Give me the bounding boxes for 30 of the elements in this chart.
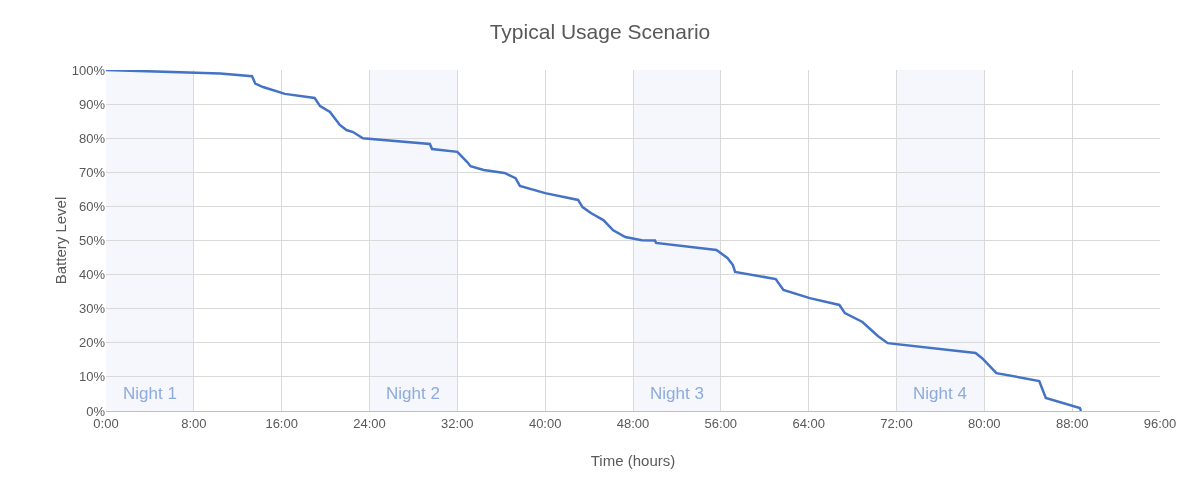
x-tick-label: 40:00 [528,415,562,431]
x-tick-label: 80:00 [968,415,1001,431]
y-tick-label: 50% [78,233,106,249]
x-tick-label: 8:00 [181,415,207,431]
band-label: Night 2 [386,384,440,403]
x-tick-label: 72:00 [880,415,913,431]
x-tick-label: 32:00 [441,415,474,431]
x-tick-label: 48:00 [616,415,650,431]
y-axis-title: Battery Level [52,196,69,285]
band-label: Night 1 [123,384,177,403]
y-tick-label: 10% [78,369,106,385]
band-label: Night 4 [913,384,967,403]
y-tick-label: 80% [78,130,106,146]
x-tick-label: 64:00 [792,415,825,431]
x-tick-label: 56:00 [704,415,738,431]
y-tick-label: 40% [78,267,106,283]
y-tick-label: 30% [78,301,106,317]
line-series [106,70,1083,411]
y-tick-label: 90% [78,96,106,112]
y-tick-label: 70% [78,164,106,180]
chart-title: Typical Usage Scenario [489,20,711,44]
y-tick-label: 60% [78,198,106,214]
x-tick-label: 88:00 [1055,415,1089,431]
band-label: Night 3 [650,384,704,403]
y-tick-label: 100% [71,62,106,78]
x-tick-label: 16:00 [265,415,298,431]
x-tick-label: 96:00 [1143,415,1177,431]
x-axis-title: Time (hours) [590,452,676,469]
y-tick-label: 20% [78,335,106,351]
x-tick-label: 24:00 [353,415,386,431]
